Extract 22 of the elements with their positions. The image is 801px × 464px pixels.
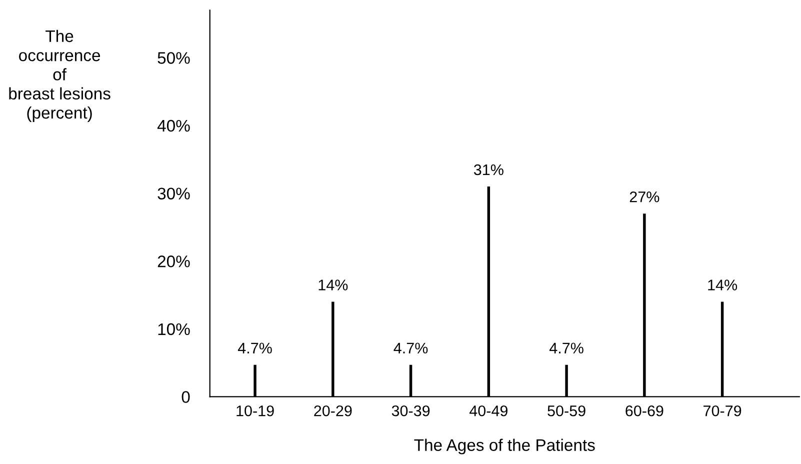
y-tick-label: 20% [158,256,190,268]
x-tick-label: 60-69 [626,405,664,416]
data-label: 4.7% [238,342,272,354]
x-tick-label: 30-39 [392,405,430,416]
data-label: 27% [630,191,660,202]
y-tick-label: 0 [182,391,190,403]
y-tick-label: 30% [158,188,190,200]
data-label: 14% [708,280,738,290]
data-label: 4.7% [549,342,584,354]
x-tick-label: 40-49 [469,405,508,416]
data-label: 31% [474,164,504,176]
x-tick-label: 20-29 [314,405,352,416]
y-tick-label: 50% [158,52,190,64]
x-tick-label: 50-59 [548,405,586,416]
y-tick-label: 40% [157,120,190,132]
x-tick-label: 70-79 [704,405,742,416]
y-axis-title: The occurrence of breast lesions (percent) [9,30,110,122]
data-label: 14% [318,280,348,290]
x-tick-label: 10-19 [236,405,274,416]
x-axis-title: The Ages of the Patients [414,438,595,454]
data-label: 4.7% [394,342,428,354]
y-tick-label: 10% [158,323,190,336]
